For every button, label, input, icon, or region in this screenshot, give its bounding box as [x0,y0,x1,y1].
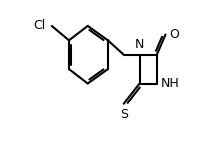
Text: NH: NH [160,77,179,90]
Text: O: O [169,28,179,41]
Text: S: S [120,108,128,121]
Text: N: N [135,38,144,51]
Text: Cl: Cl [34,19,46,32]
